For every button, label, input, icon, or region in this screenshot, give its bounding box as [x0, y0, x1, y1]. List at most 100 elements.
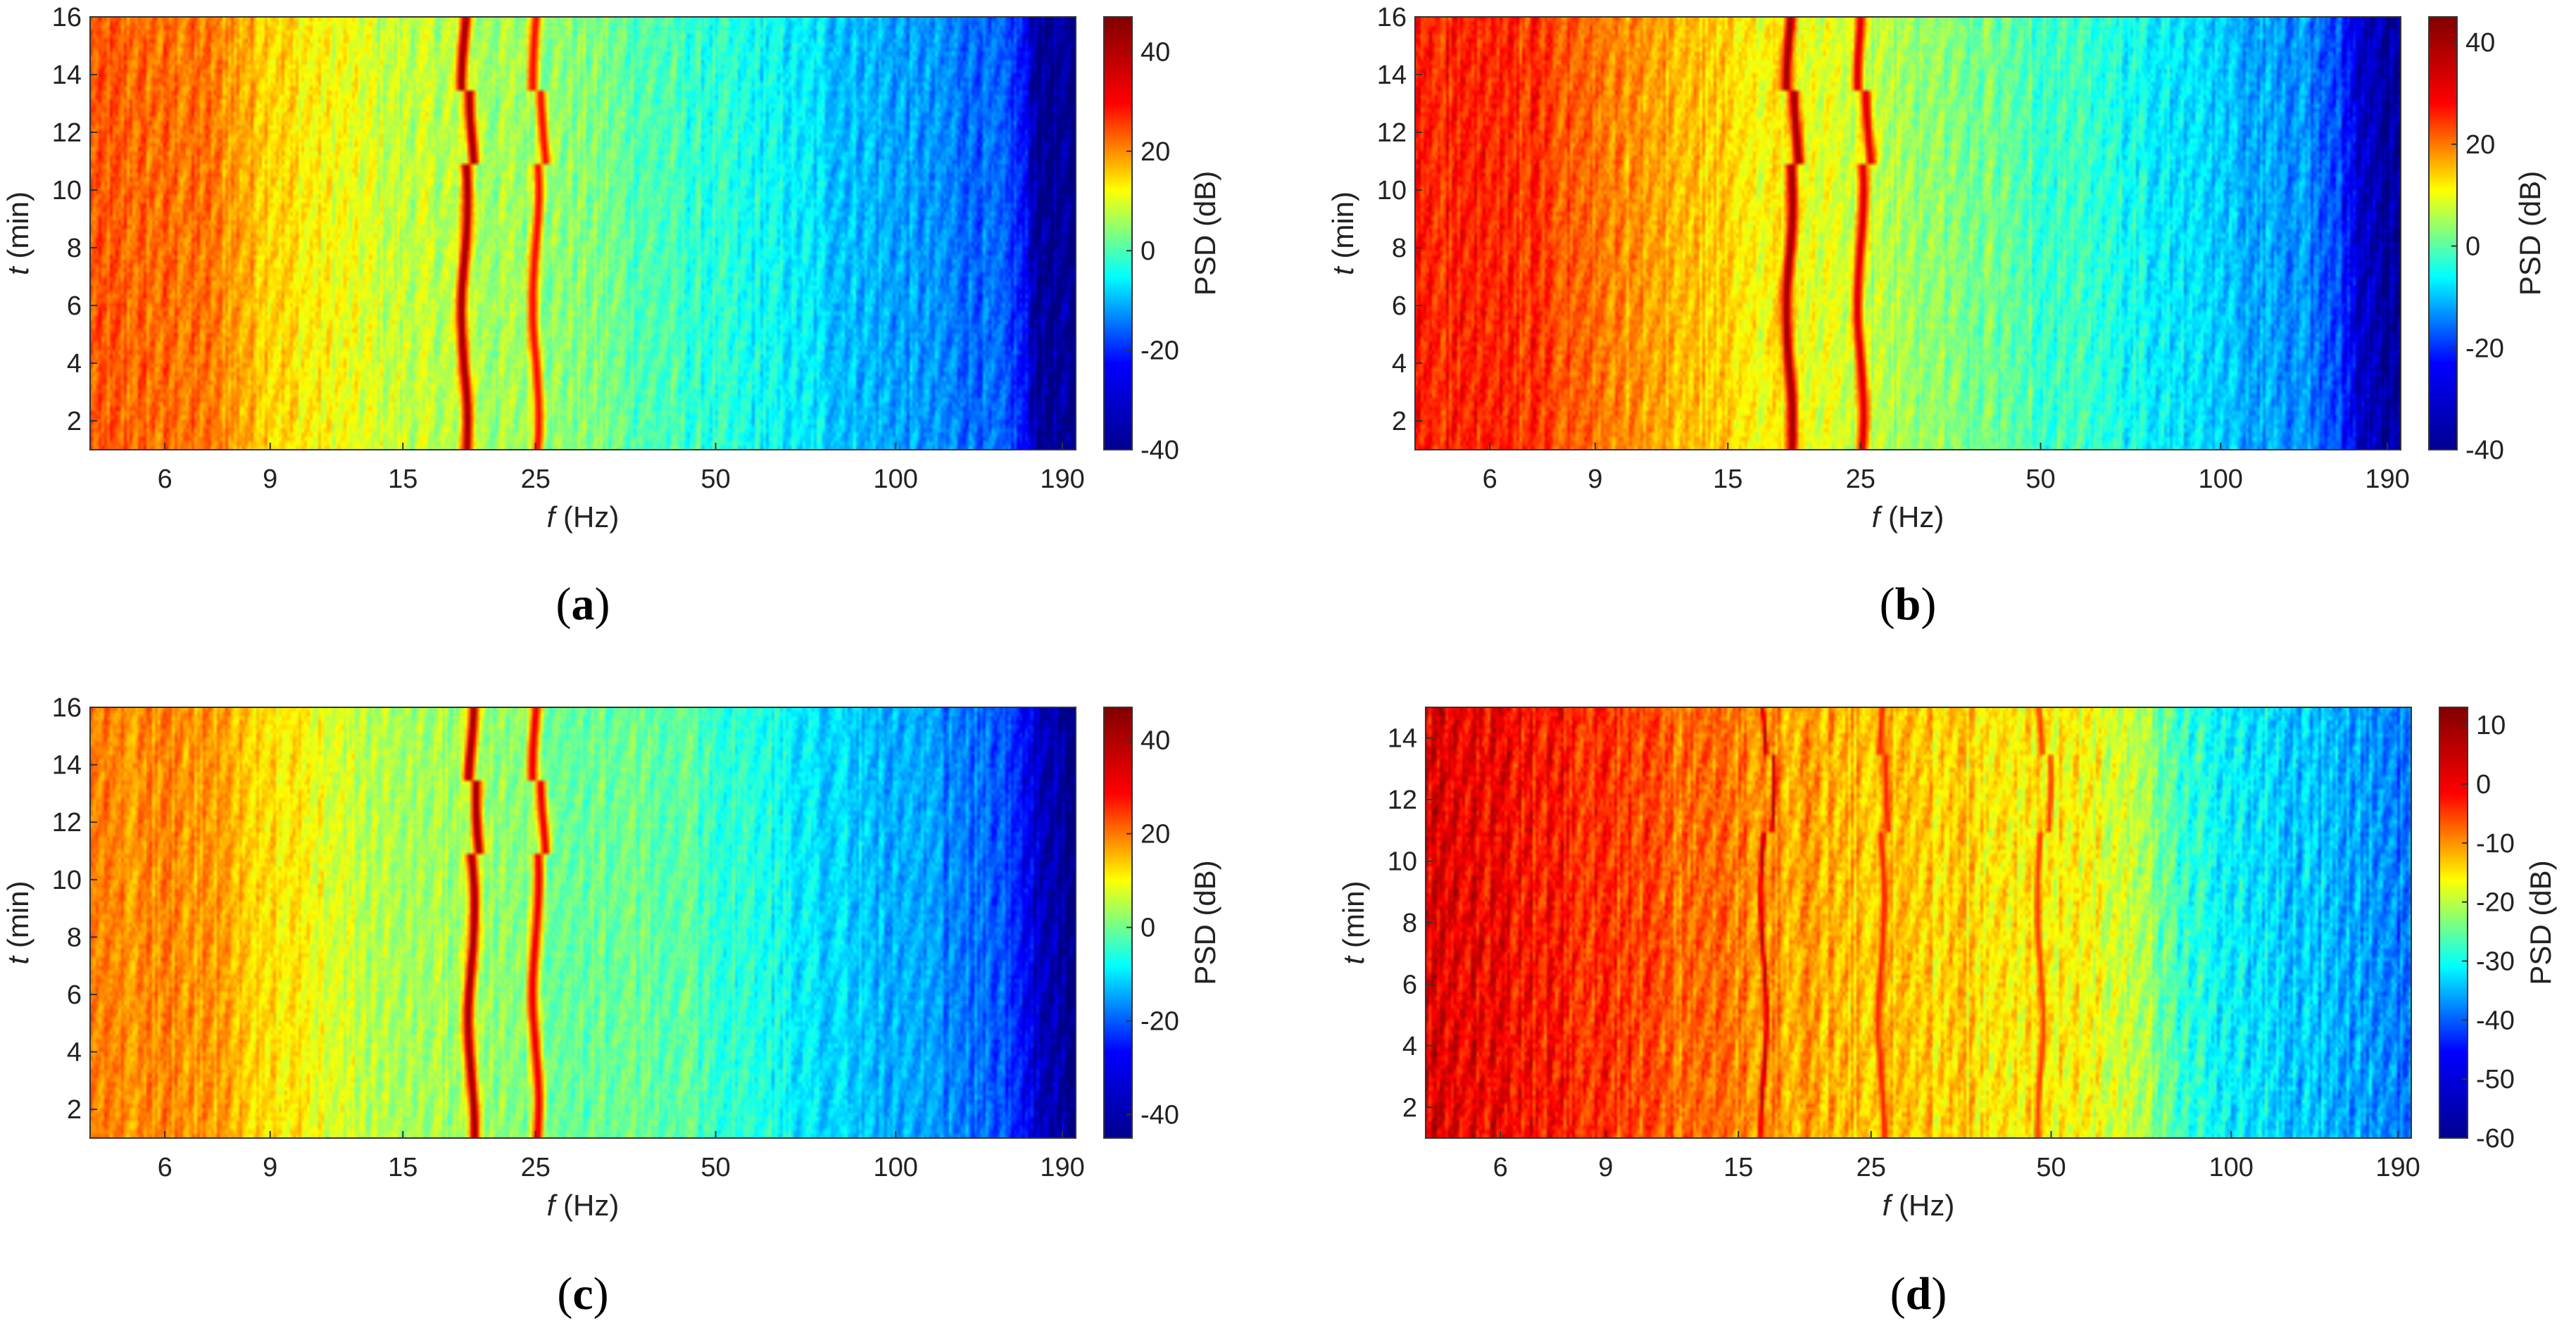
y-axis-title: t (min) [1, 191, 34, 275]
panel-c: 6 9 15 25 50 100 190 2 4 6 8 10 12 14 16 f (Hz) t (min) -… [1, 693, 1221, 1320]
colorbar-tick-label: -20 [2465, 334, 2504, 363]
colorbar-tick-label: 10 [2476, 711, 2506, 740]
x-tick-label: 100 [874, 1153, 918, 1182]
y-tick-label: 14 [52, 751, 82, 781]
x-tick-label: 25 [521, 465, 551, 494]
x-tick-label: 6 [1483, 465, 1497, 494]
y-tick-label: 8 [1402, 909, 1417, 938]
x-tick-label: 6 [1493, 1153, 1508, 1182]
plot-frame [89, 707, 1076, 1139]
x-tick-label: 190 [1040, 1153, 1084, 1182]
colorbar-tick-label: -20 [2476, 888, 2515, 918]
x-tick-label: 25 [521, 1153, 551, 1182]
x-tick-label: 25 [1856, 1153, 1886, 1182]
heatmap-image [1415, 17, 2401, 450]
y-axis-title: t (min) [1326, 191, 1359, 275]
colorbar-tick-label: 40 [1141, 37, 1170, 67]
colorbar-tick-label: 40 [1141, 726, 1170, 756]
x-tick-label: 190 [2365, 465, 2409, 494]
colorbar-tick-label: -50 [2476, 1065, 2515, 1094]
y-tick-label: 16 [1377, 3, 1407, 32]
x-tick-label: 6 [158, 1153, 172, 1182]
panel-caption: (b) [1880, 579, 1937, 630]
y-tick-label: 12 [1377, 118, 1407, 148]
x-tick-label: 9 [263, 465, 277, 494]
colorbar-tick-label: 20 [1141, 137, 1170, 167]
x-tick-label: 25 [1846, 465, 1876, 494]
colorbar-tick-label: 20 [1141, 820, 1170, 849]
y-tick-label: 8 [1392, 234, 1407, 263]
y-tick-label: 12 [1388, 785, 1417, 815]
y-tick-label: 6 [67, 980, 82, 1010]
colorbar-tick-label: -40 [2465, 436, 2504, 465]
panel-a: 6 9 15 25 50 100 190 2 4 6 8 10 12 14 16 f (Hz) t (min) -… [1, 3, 1221, 630]
y-tick-label: 2 [67, 1095, 82, 1125]
colorbar-tick-label: 40 [2465, 28, 2495, 58]
heatmap-image [1426, 707, 2411, 1138]
colorbar-tick-label: -30 [2476, 947, 2515, 976]
x-tick-label: 15 [1713, 465, 1742, 494]
x-tick-label: 190 [2375, 1153, 2420, 1182]
colorbar-label: PSD (dB) [2524, 860, 2557, 985]
y-axis-title: t (min) [1, 881, 34, 965]
y-tick-label: 6 [1392, 291, 1407, 321]
x-tick-label: 6 [158, 465, 172, 494]
y-tick-label: 10 [1377, 176, 1407, 206]
x-tick-label: 15 [1723, 1153, 1753, 1182]
colorbar [2439, 707, 2468, 1139]
y-tick-label: 10 [52, 176, 82, 206]
x-axis-title: f (Hz) [1883, 1189, 1955, 1222]
colorbar-tick-label: 0 [2476, 770, 2491, 800]
y-tick-label: 16 [52, 693, 82, 723]
plot-frame [89, 16, 1076, 450]
panel-caption: (c) [557, 1268, 608, 1320]
y-tick-label: 10 [52, 866, 82, 895]
x-axis-title: f (Hz) [547, 1189, 620, 1222]
y-tick-label: 14 [1388, 724, 1417, 754]
x-tick-label: 100 [874, 465, 918, 494]
y-tick-label: 14 [1377, 61, 1407, 90]
heatmap-image [90, 707, 1076, 1138]
colorbar-tick-label: -20 [1141, 1007, 1179, 1037]
colorbar-tick-label: 0 [1141, 236, 1155, 266]
y-tick-label: 4 [1402, 1032, 1417, 1061]
colorbar-tick-label: -40 [1141, 436, 1179, 465]
colorbar-tick-label: -40 [1141, 1101, 1179, 1130]
colorbar-tick-label: 0 [1141, 914, 1155, 943]
y-tick-label: 14 [52, 61, 82, 90]
colorbar-tick-label: -20 [1141, 336, 1179, 366]
x-tick-label: 100 [2199, 465, 2243, 494]
y-tick-label: 6 [1402, 970, 1417, 999]
y-tick-label: 16 [52, 3, 82, 32]
colorbar-label: PSD (dB) [1188, 860, 1221, 985]
colorbar-tick-label: 0 [2465, 232, 2480, 262]
panel-caption: (d) [1890, 1268, 1947, 1320]
x-tick-label: 100 [2209, 1153, 2254, 1182]
y-tick-label: 4 [67, 1038, 82, 1068]
colorbar-label: PSD (dB) [2513, 171, 2546, 296]
x-tick-label: 50 [700, 465, 730, 494]
x-tick-label: 50 [2025, 465, 2055, 494]
x-tick-label: 190 [1040, 465, 1084, 494]
heatmap-image [90, 17, 1076, 450]
y-tick-label: 2 [1402, 1093, 1417, 1123]
colorbar [1103, 707, 1133, 1139]
y-tick-label: 12 [52, 118, 82, 148]
colorbar-tick-label: -40 [2476, 1006, 2515, 1035]
y-tick-label: 8 [67, 234, 82, 263]
colorbar [1103, 16, 1133, 450]
x-axis-title: f (Hz) [1872, 500, 1944, 533]
x-tick-label: 9 [1598, 1153, 1613, 1182]
y-tick-label: 2 [67, 407, 82, 436]
colorbar [2428, 16, 2458, 450]
x-tick-label: 9 [1588, 465, 1602, 494]
y-tick-label: 12 [52, 808, 82, 838]
plot-frame [1414, 16, 2401, 450]
x-tick-label: 15 [388, 1153, 417, 1182]
colorbar-tick-label: -60 [2476, 1124, 2515, 1154]
x-tick-label: 9 [263, 1153, 277, 1182]
y-tick-label: 4 [67, 349, 82, 379]
colorbar-tick-label: -10 [2476, 829, 2515, 859]
